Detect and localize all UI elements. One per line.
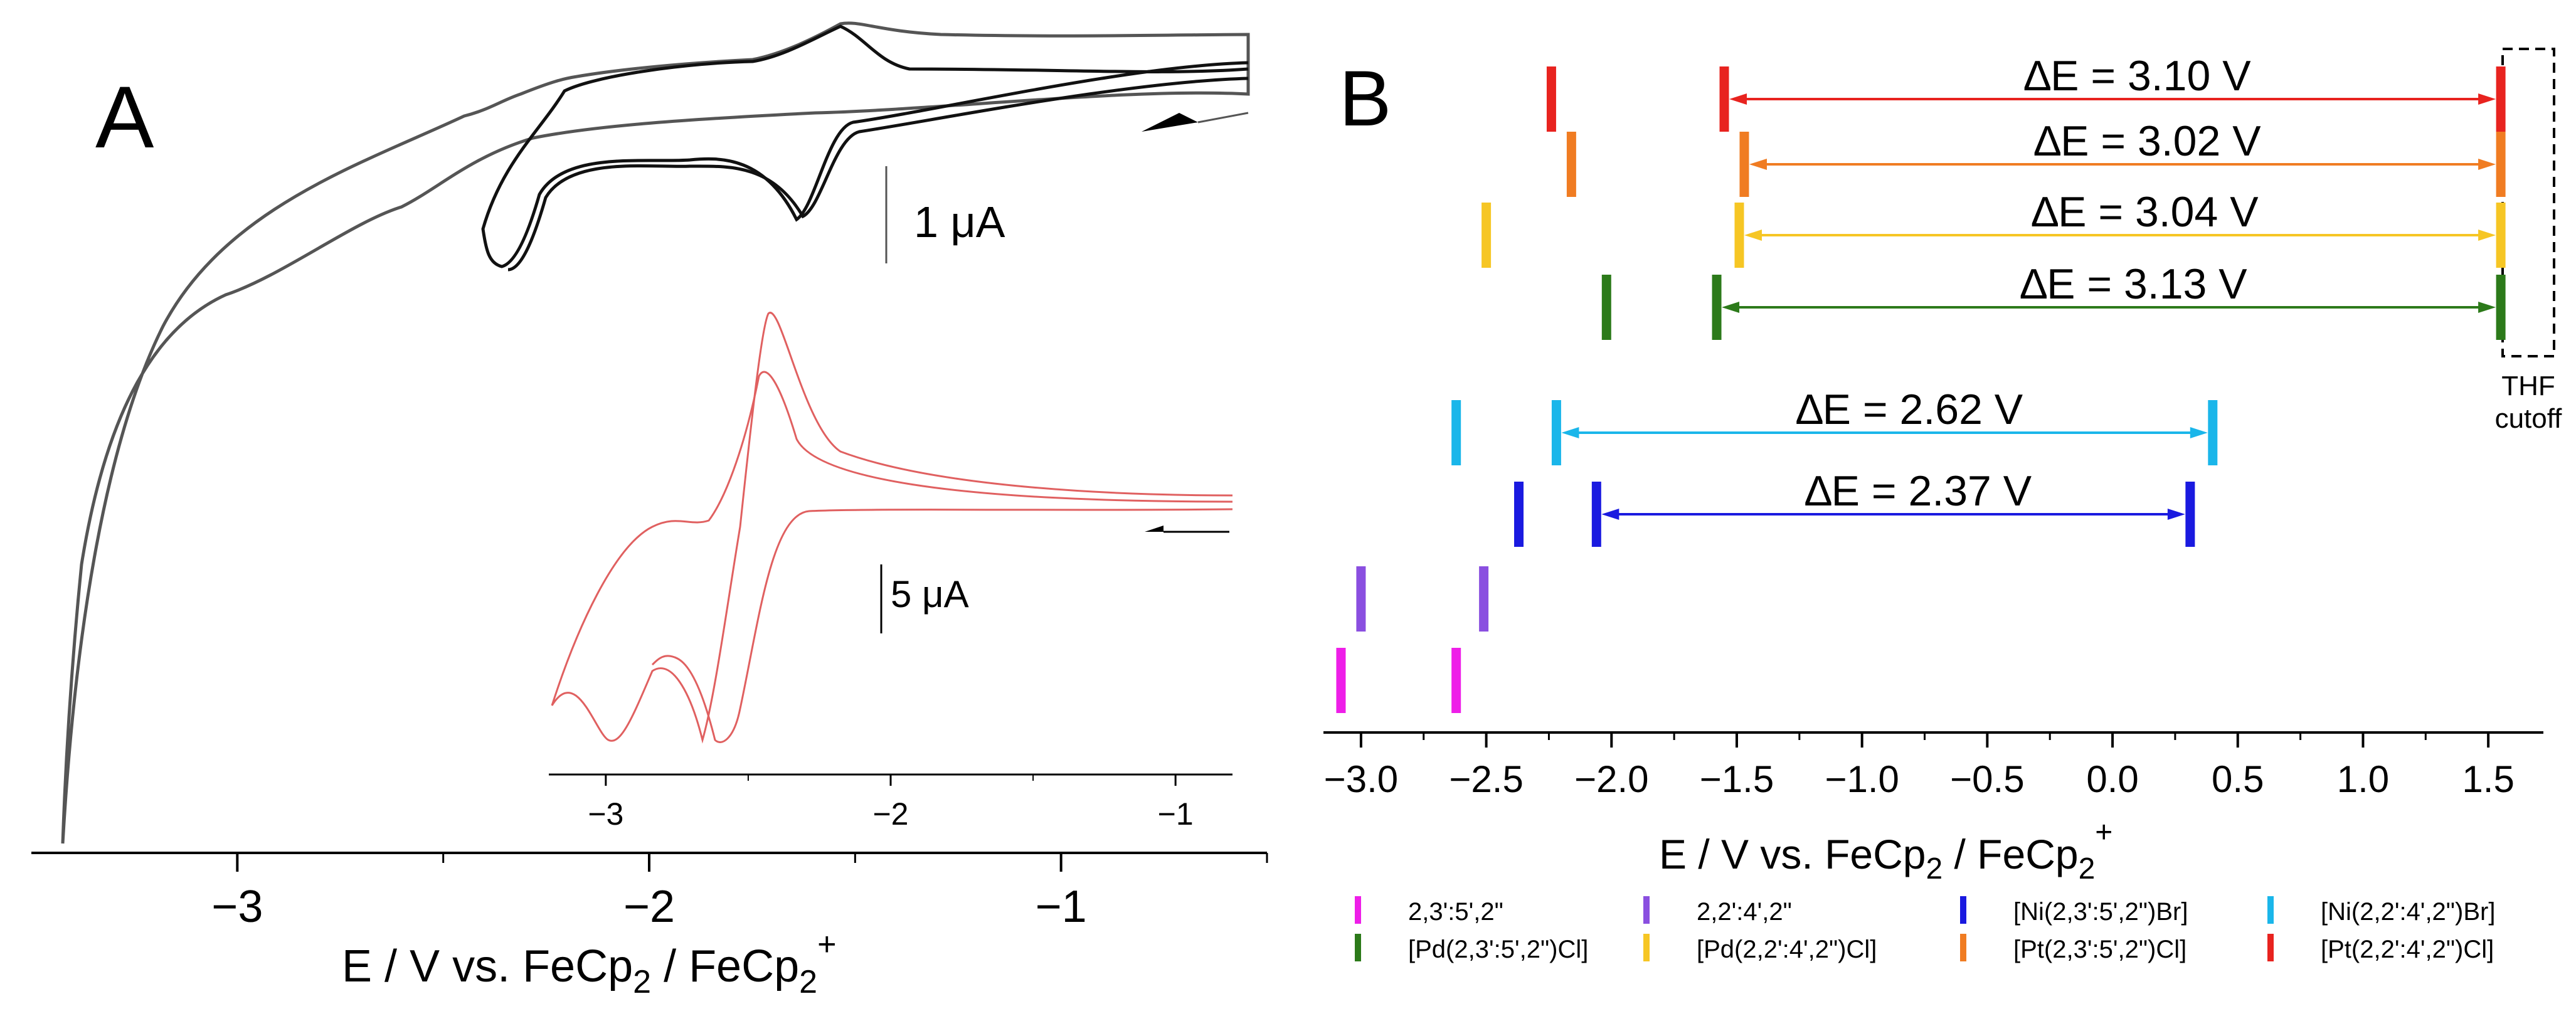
- inset-tick-label: −3: [588, 796, 623, 832]
- inset-x-ticks: −3 −2 −1: [588, 775, 1194, 832]
- inset-curve-2: [551, 371, 1233, 706]
- b-tick-label: −1.5: [1700, 758, 1774, 800]
- legend-label: [Pd(2,2':4',2")Cl]: [1697, 936, 1877, 963]
- delta-e-label: ∆E = 3.02 V: [2035, 117, 2262, 165]
- cv-wide-scan-curve: [61, 21, 1250, 844]
- a-tick-label: −3: [211, 882, 263, 932]
- a-tick-label: −2: [623, 882, 675, 932]
- panel-b: B THF cutoff ∆E = 3.10 V∆E = 3.02 V∆E = …: [1323, 48, 2563, 963]
- arrowhead-left-icon: [1561, 427, 1579, 438]
- delta-e-label: ∆E = 2.37 V: [1805, 467, 2032, 515]
- b-tick-label: −2.5: [1449, 758, 1523, 800]
- panel-b-rows: ∆E = 3.10 V ∆E = 3.02 V ∆E = 3.04 V ∆E = 3.…: [1336, 52, 2506, 713]
- scan-direction-tail: [1197, 112, 1249, 124]
- legend-label: [Ni(2,3':5',2")Br]: [2013, 898, 2188, 926]
- b-tick-label: −2.0: [1574, 758, 1648, 800]
- arrowhead-right-icon: [2478, 230, 2496, 241]
- thf-cutoff-label-1: THF: [2501, 371, 2555, 401]
- thf-cutoff-label-2: cutoff: [2495, 403, 2563, 434]
- arrowhead-left-icon: [1729, 93, 1747, 105]
- legend-label: [Pt(2,3':5',2")Cl]: [2013, 936, 2186, 963]
- scan-direction-arrow-icon: [1142, 113, 1198, 132]
- b-tick-label: −0.5: [1950, 758, 2024, 800]
- legend-label: 2,2':4',2": [1697, 898, 1792, 926]
- legend-label: [Ni(2,2':4',2")Br]: [2321, 898, 2495, 926]
- arrowhead-right-icon: [2478, 159, 2496, 170]
- b-tick-label: 0.0: [2086, 758, 2138, 800]
- inset-curve-3: [651, 508, 1233, 743]
- delta-e-label: ∆E = 2.62 V: [1796, 386, 2023, 433]
- arrowhead-left-icon: [1744, 230, 1762, 241]
- arrowhead-right-icon: [2167, 509, 2185, 520]
- a-tick-label: −1: [1036, 882, 1087, 932]
- legend-label: [Pd(2,3':5',2")Cl]: [1408, 936, 1588, 963]
- inset: 5 μA −3 −2 −1: [549, 312, 1233, 832]
- panel-a-title: A: [95, 68, 154, 166]
- scale-bar-inset-label: 5 μA: [891, 573, 969, 615]
- cv-narrow-scan-2: [507, 77, 1249, 272]
- inset-direction-arrow-icon: [1145, 526, 1163, 538]
- panel-b-x-ticks: −3.0 −2.5 −2.0 −1.5 −1.0 −0.5 0.0 0.5 1.0 1.5: [1324, 732, 2515, 800]
- arrowhead-left-icon: [1601, 509, 1619, 520]
- inset-tick-label: −2: [872, 796, 908, 832]
- delta-e-label: ∆E = 3.04 V: [2032, 188, 2259, 236]
- delta-e-label: ∆E = 3.10 V: [2025, 52, 2252, 100]
- b-tick-label: 1.0: [2337, 758, 2389, 800]
- delta-e-label: ∆E = 3.13 V: [2021, 260, 2248, 308]
- legend-label: [Pt(2,2':4',2")Cl]: [2321, 936, 2494, 963]
- arrowhead-left-icon: [1722, 302, 1740, 313]
- arrowhead-right-icon: [2478, 93, 2496, 105]
- panel-b-title: B: [1339, 55, 1391, 142]
- b-tick-label: 1.5: [2462, 758, 2514, 800]
- b-tick-label: −1.0: [1825, 758, 1899, 800]
- inset-tick-label: −1: [1158, 796, 1194, 832]
- panel-b-x-label: E / V vs. FeCp2 / FeCp2+: [1659, 816, 2112, 886]
- panel-a-x-label: E / V vs. FeCp2 / FeCp2+: [342, 926, 836, 1000]
- inset-curve-1: [551, 312, 1233, 744]
- arrowhead-right-icon: [2190, 427, 2208, 438]
- panel-b-legend: 2,3':5',2" 2,2':4',2" [Ni(2,3':5',2")Br] [N…: [1355, 896, 2495, 963]
- arrowhead-left-icon: [1749, 159, 1767, 170]
- scale-bar-a-label: 1 μA: [914, 198, 1005, 246]
- panel-a-x-ticks: −3 −2 −1: [211, 853, 1268, 932]
- arrowhead-right-icon: [2478, 302, 2496, 313]
- b-tick-label: 0.5: [2212, 758, 2264, 800]
- cv-narrow-scan-1: [481, 24, 1249, 268]
- legend-label: 2,3':5',2": [1408, 898, 1503, 926]
- b-tick-label: −3.0: [1324, 758, 1398, 800]
- thf-cutoff-box: [2501, 48, 2555, 357]
- panel-a: A 1 μA 5 μA −3 −2 −1 −3 −2 −1 E / V vs. FeCp…: [31, 21, 1268, 1000]
